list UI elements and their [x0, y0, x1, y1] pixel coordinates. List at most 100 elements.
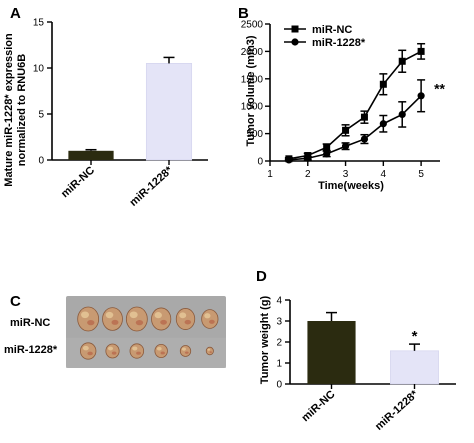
panel-d-y-tick-label: 1: [276, 359, 282, 370]
panel-d-letter: D: [256, 268, 267, 285]
panel-a-plot: 0 5 10 15 miR-NC miR-1228*: [33, 18, 208, 209]
legend-marker-circle: [291, 38, 299, 46]
panel-b-point-circle: [379, 120, 387, 128]
panel-b-y-tick-label: 2000: [241, 47, 264, 58]
panel-d-category-label: miR-NC: [299, 388, 337, 424]
tumor-vessel: [209, 351, 212, 353]
tumor-highlight: [179, 312, 187, 319]
panel-b-y-tick-label: 2500: [241, 20, 264, 31]
tumor-row1: [77, 306, 100, 332]
tumor-row2: [179, 345, 192, 357]
panel-a-ylabel-line2: normalized to RNU6B: [16, 54, 28, 167]
panel-d-y-tick-label: 3: [276, 317, 282, 328]
panel-d-bar: [390, 350, 439, 385]
legend-label-mir-1228: miR-1228*: [312, 37, 366, 49]
tumor-row1: [125, 306, 148, 332]
panel-b-point-circle: [323, 150, 331, 158]
panel-b-y-tick-label: 1000: [241, 102, 264, 113]
tumor-highlight: [181, 347, 186, 351]
panel-a-y-tick-label: 15: [33, 18, 45, 29]
tumor-row2: [154, 343, 168, 358]
panel-b-x-tick-label: 3: [343, 169, 349, 180]
panel-d-category-label: miR-1228*: [373, 388, 421, 433]
panel-b-x-tick-label: 4: [381, 169, 387, 180]
legend-marker-square: [291, 25, 299, 33]
tumor-row2: [79, 342, 97, 360]
tumor-vessel: [136, 351, 141, 355]
panel-d-ylabel: Tumor weight (g): [259, 295, 271, 384]
panel-b-plot: 0 500 1000 1500 2000 2500 1 2 3 4 5 miR-NCmiR-1228*…: [241, 20, 446, 181]
tumor-row1: [151, 307, 172, 331]
tumor-highlight: [132, 346, 138, 351]
tumor-row1: [175, 308, 196, 330]
panel-b-point-circle: [398, 110, 406, 119]
panel-b-xlabel: Time(weeks): [318, 180, 384, 192]
panel-b-y-tick-label: 1500: [241, 74, 264, 85]
tumor-highlight: [105, 311, 114, 319]
tumor-vessel: [160, 319, 167, 325]
tumor-vessel: [111, 319, 119, 325]
panel-d-y-tick-label: 2: [276, 338, 282, 349]
panel-a: A Mature miR-1228* expression normalized…: [3, 5, 208, 209]
panel-b-point-square: [360, 113, 368, 121]
panel-a-bar: [68, 150, 114, 160]
tumor-vessel: [87, 319, 95, 326]
panel-b-point-circle: [341, 142, 350, 150]
panel-b-point-circle: [304, 154, 312, 162]
panel-d-significance: *: [412, 328, 418, 345]
panel-d: D Tumor weight (g) 0 1 2 3 4 miR-NC miR-1228* *: [256, 268, 456, 433]
tumor-highlight: [81, 311, 90, 319]
panel-c: C miR-NC miR-1228*: [4, 293, 226, 368]
tumor-vessel: [184, 351, 189, 354]
panel-b-ylabel: Tumor volume (mm3): [245, 35, 257, 146]
tumor-highlight: [107, 346, 114, 351]
tumor-highlight: [129, 311, 138, 319]
tumor-vessel: [209, 319, 215, 324]
panel-d-bar: [307, 321, 356, 384]
tumor-highlight: [154, 312, 162, 319]
panel-b-point-square: [323, 143, 331, 151]
panel-b-point-square: [417, 47, 425, 55]
panel-b-x-tick-label: 1: [267, 169, 273, 180]
panel-a-letter: A: [10, 5, 21, 22]
panel-a-y-tick-label: 5: [38, 110, 44, 121]
panel-a-y-tick-label: 0: [38, 156, 44, 167]
panel-b-point-square: [342, 126, 350, 134]
panel-a-category-label: miR-NC: [59, 164, 97, 200]
panel-b-point-circle: [417, 92, 425, 100]
panel-b-y-tick-label: 500: [246, 129, 263, 140]
tumor-vessel: [87, 351, 93, 356]
panel-b-point-circle: [360, 135, 369, 143]
tumor-row1: [201, 309, 219, 329]
panel-b-point-circle: [285, 156, 293, 164]
panel-a-category-label: miR-1228*: [127, 164, 175, 209]
tumor-vessel: [184, 319, 192, 325]
panel-d-y-tick-label: 0: [276, 380, 282, 391]
panel-b-point-square: [398, 57, 406, 65]
tumor-row2: [105, 343, 120, 359]
tumor-vessel: [160, 351, 165, 355]
panel-c-letter: C: [10, 293, 21, 310]
legend-label-mir-nc: miR-NC: [312, 24, 352, 36]
tumor-highlight: [82, 345, 89, 351]
tumor-row2: [129, 343, 145, 359]
panel-b-significance: **: [434, 81, 445, 97]
photo-label-mir-1228: miR-1228*: [4, 344, 58, 356]
panel-a-bar: [145, 63, 193, 161]
tumor-vessel: [111, 351, 117, 355]
panel-d-plot: 0 1 2 3 4 miR-NC miR-1228* *: [276, 296, 456, 433]
panel-d-y-tick-label: 4: [276, 296, 282, 307]
panel-b-x-tick-label: 2: [305, 169, 311, 180]
panel-b-letter: B: [238, 5, 249, 22]
tumor-row2: [205, 346, 214, 356]
panel-b-series-line-mir-1228: [288, 95, 422, 161]
panel-b-y-tick-label: 0: [257, 157, 263, 168]
panel-b-point-square: [379, 80, 387, 88]
tumor-row1: [102, 307, 123, 331]
tumor-highlight: [207, 348, 211, 351]
photo-label-mir-nc: miR-NC: [10, 317, 50, 329]
tumor-highlight: [156, 346, 162, 351]
panel-b: B Tumor volume (mm3) Time(weeks) 0 500 100…: [238, 5, 446, 192]
tumor-vessel: [135, 319, 144, 326]
